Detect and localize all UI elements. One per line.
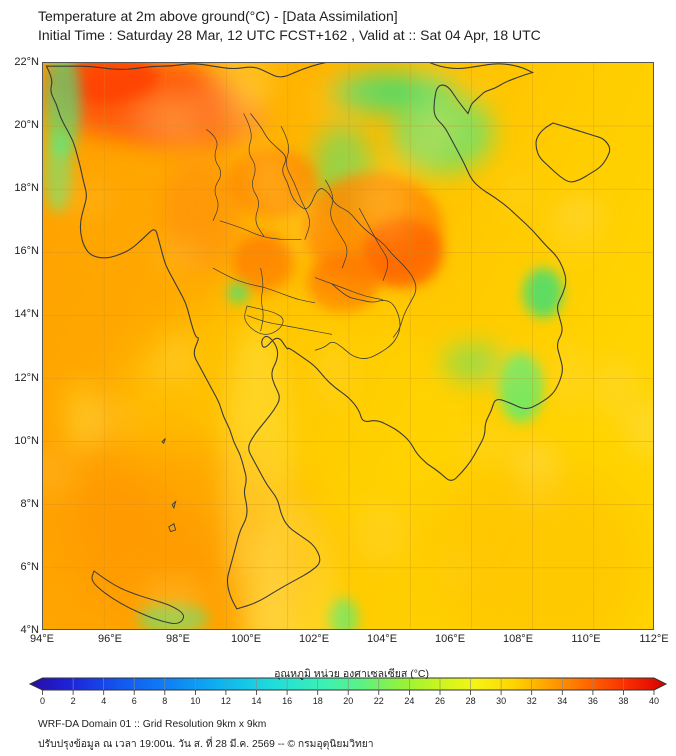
svg-text:28: 28 <box>466 696 476 705</box>
svg-text:24: 24 <box>404 696 414 705</box>
svg-text:20: 20 <box>343 696 353 705</box>
svg-text:30: 30 <box>496 696 506 705</box>
svg-text:22: 22 <box>374 696 384 705</box>
svg-text:26: 26 <box>435 696 445 705</box>
svg-text:38: 38 <box>618 696 628 705</box>
svg-text:32: 32 <box>527 696 537 705</box>
svg-text:18: 18 <box>313 696 323 705</box>
svg-text:4: 4 <box>101 696 106 705</box>
svg-text:16: 16 <box>282 696 292 705</box>
svg-text:0: 0 <box>40 696 45 705</box>
svg-text:6: 6 <box>132 696 137 705</box>
svg-text:8: 8 <box>162 696 167 705</box>
svg-text:12: 12 <box>221 696 231 705</box>
svg-text:36: 36 <box>588 696 598 705</box>
svg-text:2: 2 <box>71 696 76 705</box>
svg-text:40: 40 <box>649 696 659 705</box>
svg-text:34: 34 <box>557 696 567 705</box>
svg-text:14: 14 <box>251 696 261 705</box>
svg-text:10: 10 <box>190 696 200 705</box>
